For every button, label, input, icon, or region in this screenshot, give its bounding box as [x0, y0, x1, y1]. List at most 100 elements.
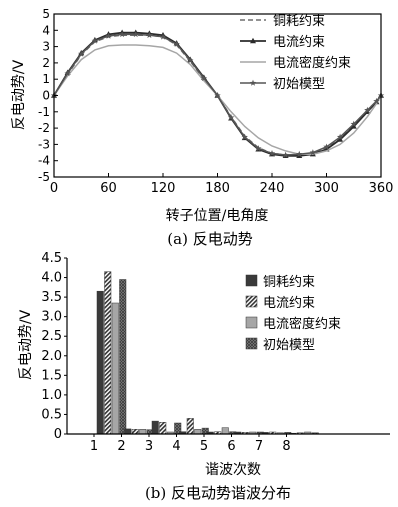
series-1-point-22 [350, 123, 357, 129]
bar-2-1 [131, 429, 139, 435]
y-tick-label-5: 0 [42, 89, 50, 103]
legend-label-2: 电流密度约束 [273, 55, 351, 71]
series-1-point-21 [337, 136, 344, 142]
x-tick-label-1: 60 [100, 181, 117, 196]
y-tick-label-4: -1 [38, 105, 50, 119]
series-3-point-6 [132, 30, 139, 38]
x-tick-label-0: 0 [50, 181, 58, 196]
harmonic-bar-chart: 0 0.5 1.0 1.5 2.0 2.5 3.0 3.5 4.0 4.5 1 2 3 4 5 6 7 8 铜耗约… [18, 251, 390, 502]
y-tick-label-0: 0 [54, 427, 62, 442]
series-3-point-2 [78, 50, 85, 57]
series-3-point-20 [323, 143, 330, 150]
y-tick-label-2: 1.0 [41, 388, 62, 403]
y-tick-label-8: 4.0 [41, 271, 62, 286]
chart-caption: (b) 反电动势谐波分布 [145, 484, 291, 502]
x-axis-label: 转子位置/电角度 [166, 208, 269, 224]
x-tick-label-3: 180 [205, 181, 230, 196]
series-3-point-22 [350, 120, 357, 127]
back-emf-line-chart: 0 60 120 180 240 300 360 -5 -4 -3 -2 -1 0 1 2 3 4 5 铜耗约束电… [11, 7, 393, 248]
x-tick-label-7: 8 [282, 439, 290, 454]
legend-label-3: 初始模型 [273, 77, 325, 92]
y-tick-label-4: 2.0 [41, 349, 62, 364]
y-tick-label-9: 4.5 [41, 251, 62, 266]
series-3-point-19 [309, 149, 317, 156]
axes-frame: 0 0.5 1.0 1.5 2.0 2.5 3.0 3.5 4.0 4.5 1 2 3 4 5 6 7 8 [41, 251, 390, 454]
bar-2-0 [124, 428, 132, 435]
series-3-point-18 [296, 150, 303, 157]
legend-label-0: 铜耗约束 [263, 275, 315, 290]
legend-label-0: 铜耗约束 [273, 14, 325, 29]
legend-swatch-2 [245, 316, 258, 329]
bar-series-group [96, 271, 319, 435]
series-3-point-16 [268, 149, 276, 157]
bar-1-0 [96, 290, 104, 435]
bar-4-1 [186, 418, 194, 435]
y-tick-label-8: 3 [42, 40, 50, 54]
y-tick-label-1: -4 [38, 154, 50, 168]
y-axis-label: 反电动势/V [11, 59, 27, 130]
x-tick-label-5: 300 [314, 181, 339, 196]
x-tick-label-6: 360 [369, 181, 394, 196]
y-tick-label-10: 5 [42, 7, 50, 21]
bar-5-2 [221, 427, 229, 435]
x-tick-label-2: 120 [151, 181, 176, 196]
legend-label-3: 初始模型 [263, 338, 315, 353]
x-tick-label-5: 6 [227, 439, 235, 454]
x-tick-label-6: 7 [255, 439, 263, 454]
y-tick-label-7: 2 [42, 56, 50, 70]
series-3-point-11 [200, 74, 208, 82]
legend-swatch-1 [245, 295, 258, 308]
series-3-point-23 [364, 106, 371, 113]
y-tick-label-0: -5 [38, 170, 50, 184]
series-3-point-21 [336, 133, 344, 140]
y-tick-label-2: -3 [38, 137, 50, 151]
axes-frame: 0 60 120 180 240 300 360 -5 -4 -3 -2 -1 0 1 2 3 4 5 [38, 7, 393, 196]
bar-1-3 [119, 279, 127, 435]
y-tick-label-7: 3.5 [41, 290, 62, 305]
y-tick-label-3: 1.5 [41, 368, 62, 383]
y-tick-label-6: 3.0 [41, 310, 62, 325]
series-3-point-14 [241, 133, 248, 140]
legend-marker-3 [249, 79, 257, 86]
series-3-point-12 [214, 92, 221, 99]
bar-1-2 [111, 302, 119, 435]
x-tick-label-4: 240 [260, 181, 285, 196]
bar-4-2 [194, 429, 202, 435]
series-3-point-8 [159, 33, 167, 40]
legend-label-1: 电流约束 [263, 296, 315, 311]
series-line-2 [53, 44, 382, 155]
series-3-point-10 [187, 57, 194, 64]
series-3-point-9 [173, 40, 180, 47]
y-tick-label-1: 0.5 [41, 407, 62, 422]
legend-label-2: 电流密度约束 [263, 316, 341, 332]
legend-swatch-3 [245, 337, 258, 350]
series-3-point-13 [227, 114, 235, 121]
y-tick-label-9: 4 [42, 23, 50, 37]
line-series-group [50, 29, 385, 159]
x-tick-label-3: 4 [172, 439, 180, 454]
x-tick-label-0: 1 [90, 439, 98, 454]
bar-2-2 [139, 429, 147, 435]
legend-label-1: 电流约束 [273, 35, 325, 50]
x-tick-label-4: 5 [200, 439, 208, 454]
legend-swatch-0 [245, 274, 258, 287]
y-tick-label-6: 1 [42, 72, 50, 86]
chart-caption: (a) 反电动势 [167, 230, 252, 248]
series-3-point-1 [64, 70, 71, 77]
series-3-point-5 [118, 30, 126, 38]
series-line-3 [53, 33, 382, 156]
y-tick-label-5: 2.5 [41, 329, 62, 344]
bar-3-1 [159, 422, 167, 435]
y-tick-label-3: -2 [38, 121, 50, 135]
y-axis-label: 反电动势/V [18, 309, 34, 380]
series-3-point-3 [91, 37, 99, 44]
series-3-point-17 [282, 151, 289, 158]
series-3-point-4 [105, 32, 112, 39]
series-3-point-24 [373, 97, 380, 104]
bar-3-0 [151, 420, 159, 435]
series-3-point-15 [255, 145, 262, 152]
x-axis-label: 谐波次数 [205, 462, 261, 478]
